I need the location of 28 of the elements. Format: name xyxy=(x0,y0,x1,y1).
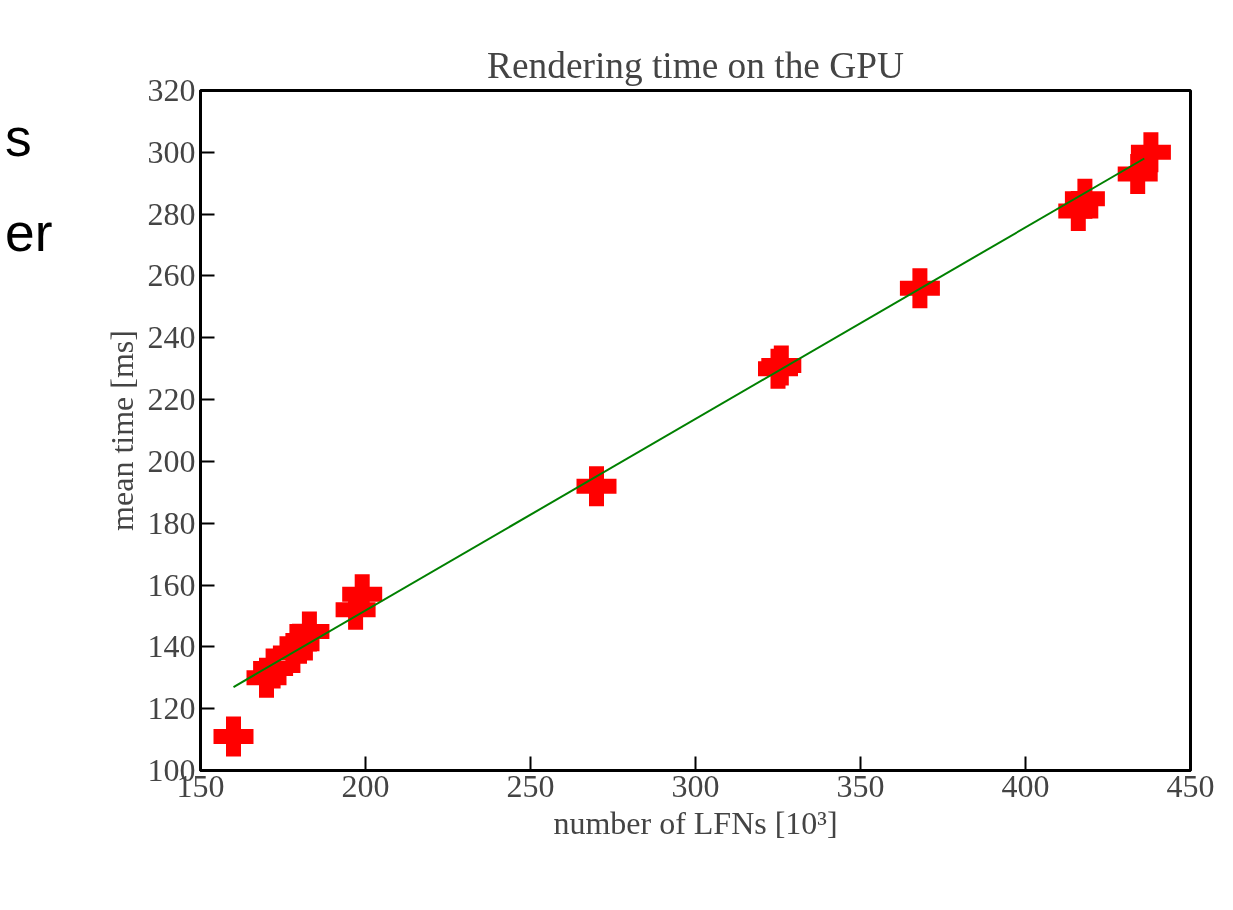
chart-title: Rendering time on the GPU xyxy=(487,44,904,86)
x-tick-label: 450 xyxy=(1166,767,1215,804)
y-axis-title: mean time [ms] xyxy=(103,330,140,531)
text: er xyxy=(5,202,53,264)
text: s xyxy=(5,107,33,169)
y-tick-label: 180 xyxy=(147,504,196,541)
x-tick-label: 400 xyxy=(1001,767,1050,804)
y-tick-label: 280 xyxy=(147,195,196,232)
y-tick-label: 260 xyxy=(147,257,196,294)
point xyxy=(289,611,330,652)
point xyxy=(899,268,940,309)
point xyxy=(213,716,254,757)
point xyxy=(1064,178,1105,219)
y-tick-label: 220 xyxy=(147,381,196,418)
y-tick-label: 200 xyxy=(147,442,196,479)
y-tick-label: 120 xyxy=(147,690,196,727)
y-tick-label: 240 xyxy=(147,319,196,356)
x-tick-label: 200 xyxy=(341,767,390,804)
point xyxy=(576,466,617,507)
y-tick-label: 160 xyxy=(147,566,196,603)
y-tick-label: 300 xyxy=(147,133,196,170)
x-tick-label: 250 xyxy=(506,767,555,804)
y-tick-label: 320 xyxy=(147,72,196,108)
point xyxy=(1130,132,1171,173)
x-tick-label: 350 xyxy=(836,767,885,804)
x-axis-title: number of LFNs [10³] xyxy=(553,804,838,841)
y-tick-label: 140 xyxy=(147,628,196,665)
x-tick-label: 300 xyxy=(671,767,720,804)
